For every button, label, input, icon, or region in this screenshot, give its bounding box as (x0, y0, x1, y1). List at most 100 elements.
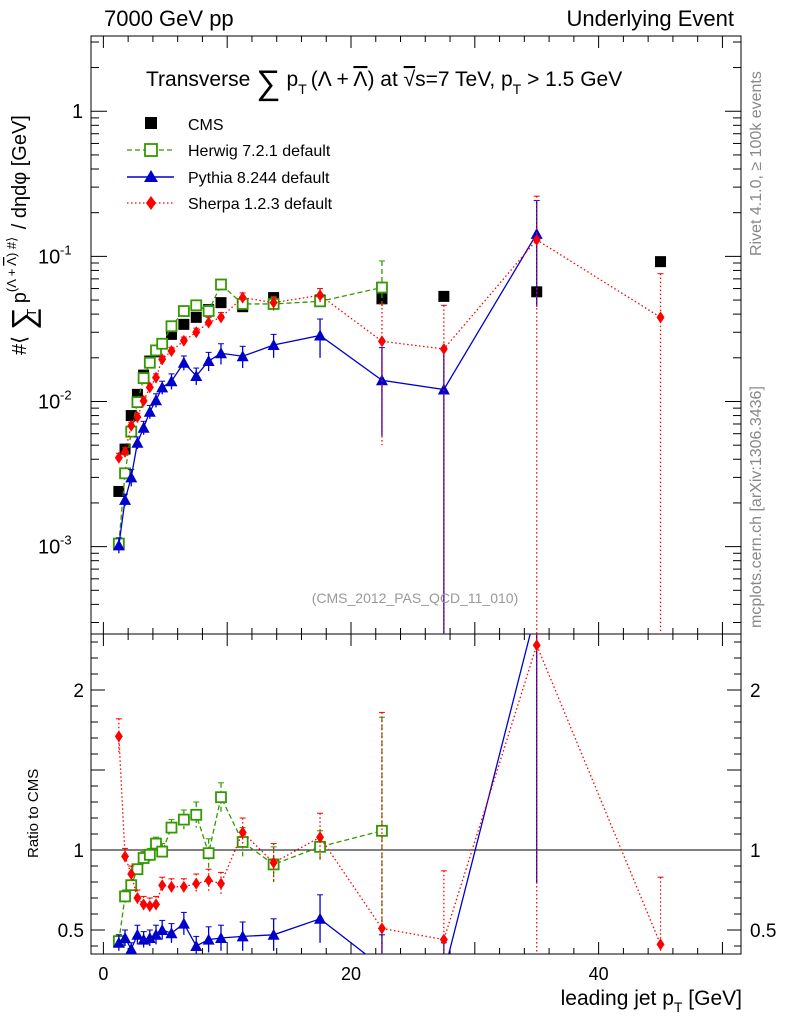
sherpa-point (238, 291, 247, 304)
header-right: Underlying Event (566, 6, 734, 31)
cms-point (178, 318, 190, 330)
herwig-point (119, 467, 131, 480)
pythia-point (125, 471, 138, 483)
x-tick-label: 40 (589, 964, 609, 984)
pythia-ratio-line (118, 634, 531, 954)
herwig-ratio-point (131, 863, 144, 876)
cms-point (655, 256, 667, 268)
y-tick-exponent: -1 (60, 242, 72, 257)
sherpa-ratio-point (179, 880, 188, 893)
ratio-frame (90, 633, 742, 955)
herwig-ratio-point (119, 890, 131, 903)
sherpa-point (532, 233, 541, 246)
pythia-ratio-point (119, 932, 132, 943)
pythia-ratio-point (267, 928, 280, 940)
pythia-point (267, 339, 280, 351)
ratio-tick-label-right: 1 (750, 841, 761, 862)
pythia-line (118, 233, 538, 546)
pythia-ratio-point (190, 940, 203, 951)
sherpa-ratio-point (204, 874, 213, 887)
ratio-tick-label-right: 2 (750, 681, 761, 702)
herwig-ratio-point (190, 808, 203, 821)
pythia-point (131, 436, 144, 448)
legend-label-pythia: Pythia 8.244 default (188, 170, 330, 187)
sherpa-ratio-point (114, 730, 123, 743)
y-tick-label: 10 (38, 392, 60, 414)
x-tick-label: 0 (98, 964, 108, 984)
sherpa-ratio-point (152, 898, 160, 911)
y-tick-label: 10 (38, 246, 60, 268)
pythia-point (314, 329, 327, 341)
pythia-ratio-point (156, 924, 169, 935)
y-axis-label: #⟨∑p(Λ + Λ) #⟩T / dηdφ [GeV] (4, 115, 41, 355)
pythia-ratio-point (438, 967, 450, 978)
pythia-ratio-point (531, 602, 543, 613)
sherpa-point (152, 371, 160, 384)
herwig-point (143, 356, 156, 369)
herwig-point (156, 337, 169, 350)
legend-marker-cms (145, 117, 157, 129)
herwig-ratio-point (376, 824, 388, 837)
cms-point (376, 293, 388, 305)
herwig-ratio-point (165, 821, 178, 834)
sherpa-ratio-point (217, 877, 225, 890)
pythia-point (165, 375, 178, 387)
sherpa-ratio-point (269, 856, 278, 869)
sherpa-point (204, 316, 213, 329)
sherpa-point (121, 445, 130, 458)
herwig-point (137, 372, 150, 384)
herwig-ratio-line (118, 795, 383, 942)
herwig-point (150, 344, 162, 357)
pythia-ratio-point (215, 932, 227, 943)
pythia-point (190, 369, 203, 381)
herwig-point (215, 278, 227, 291)
sherpa-ratio-point (139, 898, 148, 911)
sherpa-ratio-point (532, 639, 541, 652)
sherpa-point (316, 289, 325, 302)
sherpa-point (217, 311, 225, 324)
header-left: 7000 GeV pp (104, 6, 234, 31)
sherpa-point (114, 451, 123, 464)
pythia-point (177, 356, 190, 368)
pythia-point (137, 421, 150, 433)
sherpa-ratio-point (127, 868, 136, 880)
y-tick-exponent: -3 (60, 533, 72, 548)
herwig-point (177, 305, 190, 317)
pythia-ratio-point (150, 928, 162, 940)
herwig-ratio-point (177, 813, 190, 826)
pythia-ratio-point (314, 912, 327, 924)
legend-label-cms: CMS (188, 117, 224, 134)
cms-point (165, 328, 177, 340)
sherpa-point (192, 326, 201, 339)
sherpa-ratio-point (145, 900, 154, 912)
sherpa-ratio-point (158, 879, 167, 892)
herwig-point (190, 299, 203, 312)
sherpa-ratio-point (238, 826, 247, 839)
sherpa-ratio-point (316, 831, 325, 844)
sherpa-point (139, 394, 148, 407)
sherpa-point (656, 311, 665, 324)
herwig-point (376, 281, 388, 294)
pythia-point (202, 355, 215, 367)
x-tick-label: 20 (341, 964, 361, 984)
herwig-point (202, 305, 215, 317)
sherpa-point (167, 344, 176, 357)
sherpa-ratio-point (377, 922, 386, 935)
chart-title: Transverse ∑ pT (Λ + Λ) at √s=7 TeV, pT > 1… (146, 64, 622, 102)
herwig-ratio-point (143, 848, 156, 861)
x-axis-label: leading jet pT [GeV] (561, 987, 742, 1015)
sherpa-ratio-point (192, 877, 201, 890)
analysis-annotation: (CMS_2012_PAS_QCD_11_010) (312, 590, 519, 606)
pythia-ratio-point (143, 932, 156, 943)
pythia-point (437, 383, 450, 395)
pythia-point (156, 381, 169, 393)
sherpa-point (133, 411, 142, 424)
cms-point (190, 311, 202, 323)
pythia-ratio-point (125, 943, 138, 954)
legend-marker-herwig (144, 143, 158, 157)
ratio-tick-label-right: 0.5 (750, 921, 776, 942)
sherpa-point (377, 335, 386, 348)
herwig-ratio-point (202, 847, 215, 860)
pythia-ratio-point (177, 917, 190, 929)
